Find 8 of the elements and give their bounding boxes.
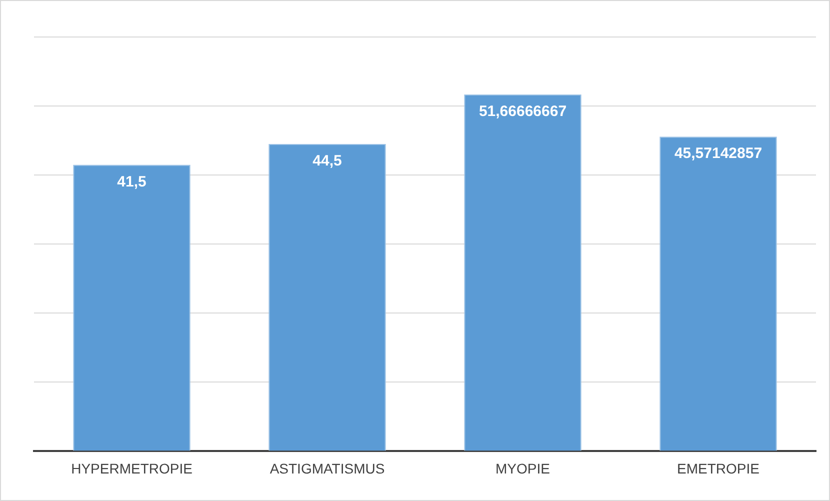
data-label: 44,5 xyxy=(312,152,342,170)
x-tick-label: EMETROPIE xyxy=(677,460,760,476)
x-tick-label: ASTIGMATISMUS xyxy=(270,460,385,476)
data-label: 41,5 xyxy=(117,173,146,190)
data-label: 45,57142857 xyxy=(674,145,762,162)
x-tick-label: HYPERMETROPIE xyxy=(71,460,192,476)
data-label: 51,66666667 xyxy=(478,103,567,120)
x-tick-label: MYOPIE xyxy=(496,460,550,476)
